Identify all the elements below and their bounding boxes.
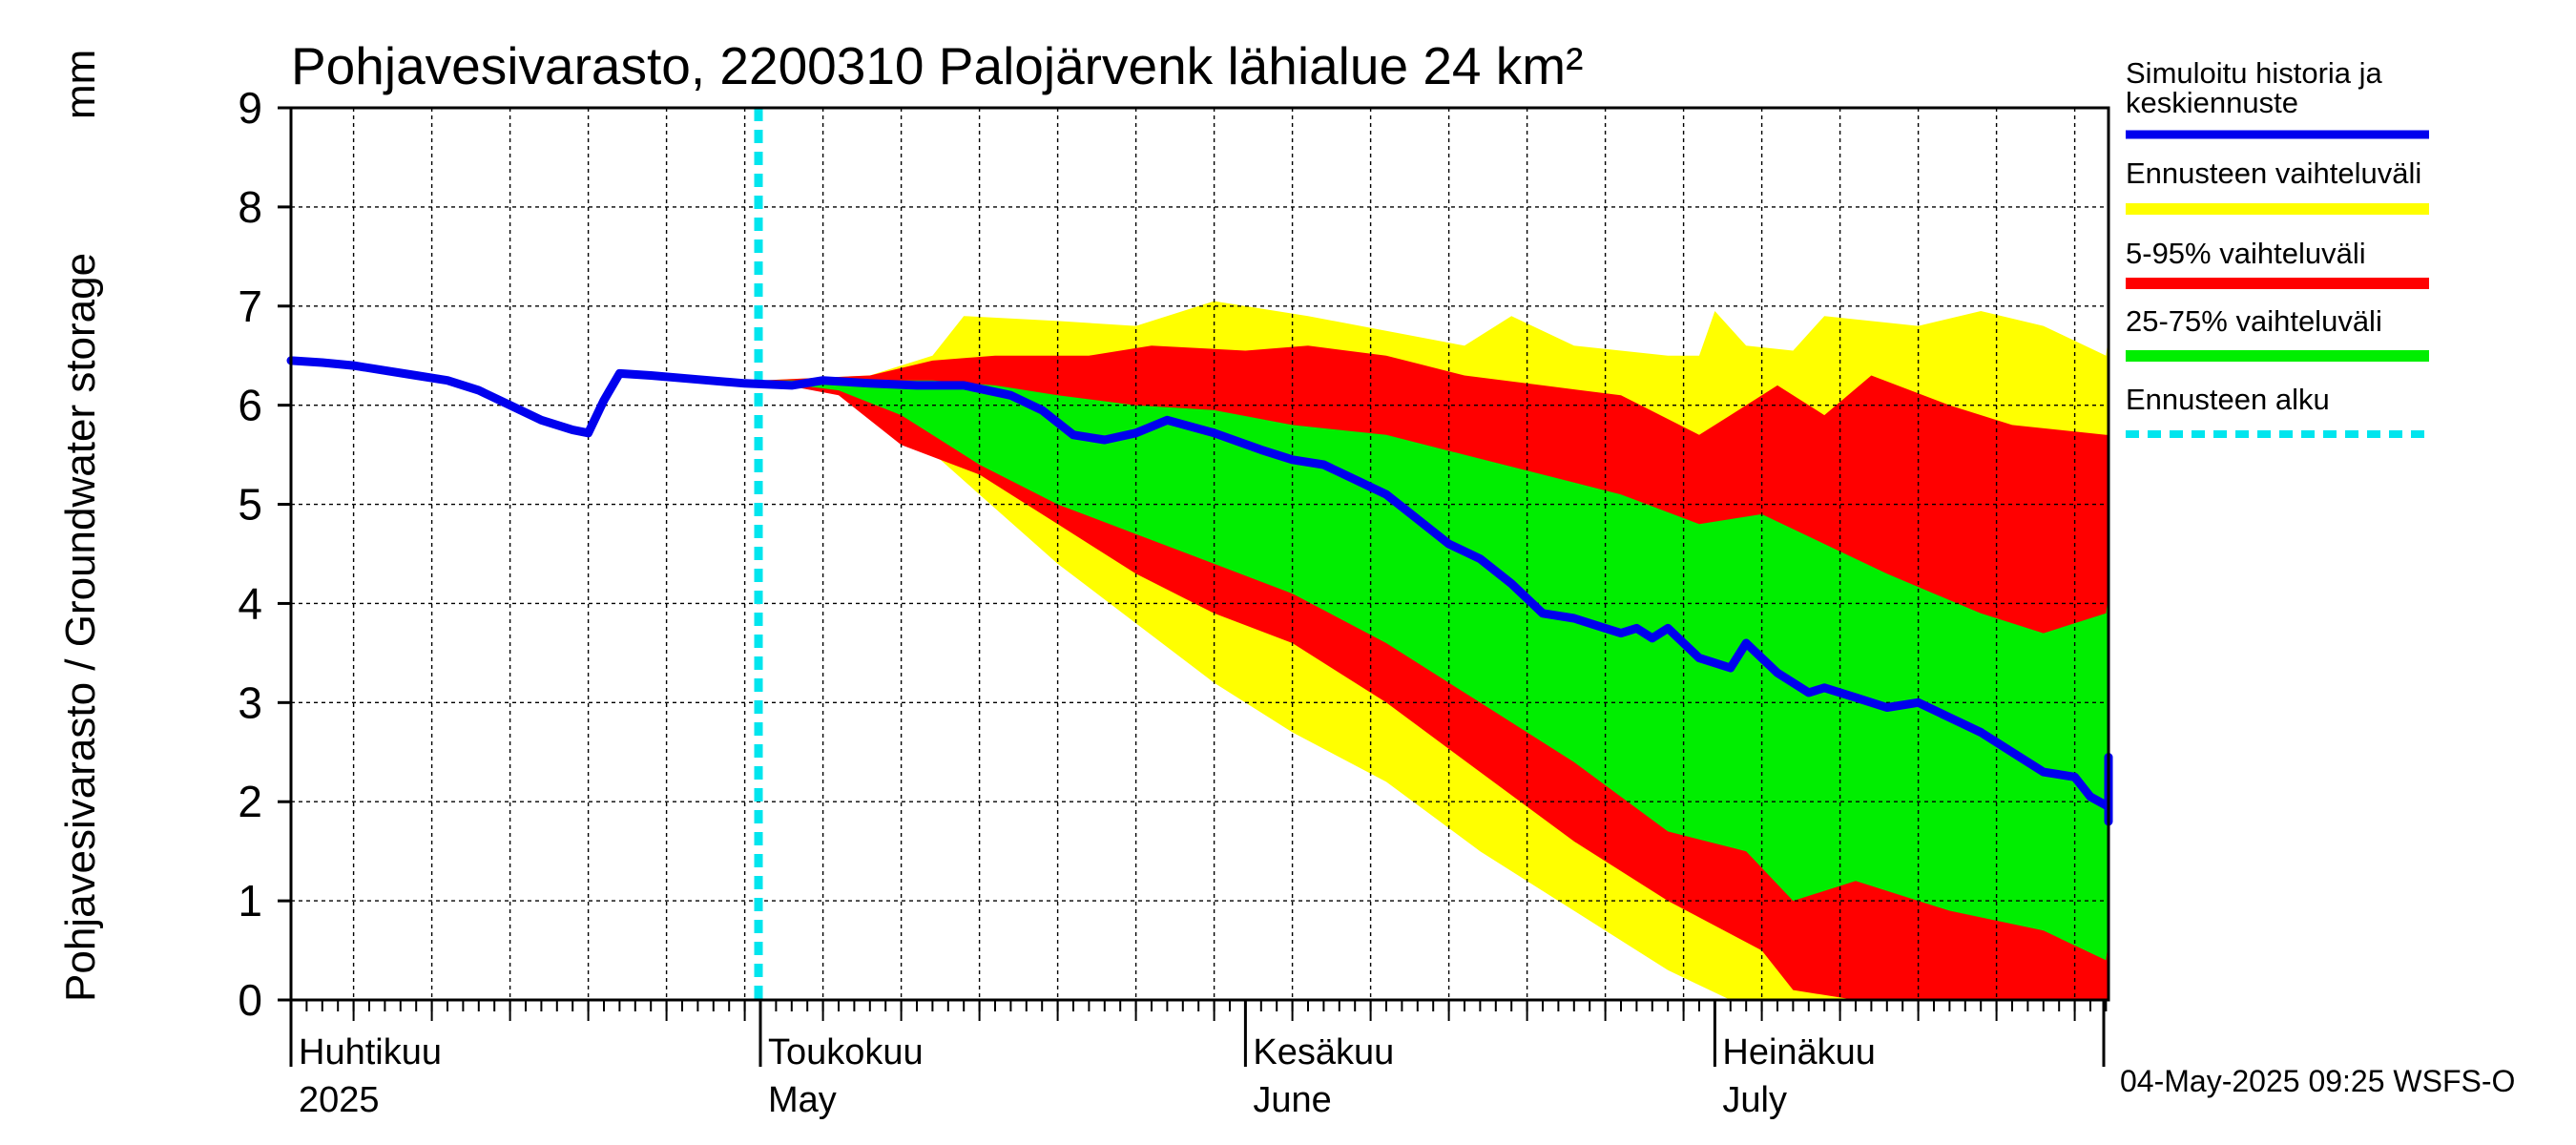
y-tick-label: 4 — [238, 578, 262, 628]
x-axis: Huhtikuu 2025 Toukokuu May Kesäkuu June Heinäk… — [289, 1000, 2108, 1120]
legend-label: Ennusteen vaihteluväli — [2126, 156, 2421, 190]
y-tick-label: 0 — [238, 975, 262, 1025]
x-month-label: Toukokuu — [768, 1032, 924, 1072]
legend-label: Simuloitu historia ja — [2126, 56, 2383, 90]
y-tick-label: 2 — [238, 777, 262, 826]
chart-title: Pohjavesivarasto, 2200310 Palojärvenk lä… — [291, 36, 1583, 95]
axes-frame — [289, 106, 2110, 1002]
x-month-sublabel: May — [768, 1080, 837, 1120]
y-tick-label: 5 — [238, 480, 262, 530]
legend-label: Ennusteen alku — [2126, 383, 2330, 416]
range-bands — [760, 181, 2109, 1000]
series-lines — [286, 108, 2113, 1004]
x-month-sublabel: 2025 — [299, 1080, 380, 1120]
y-axis-unit: mm — [57, 50, 104, 119]
y-tick-label: 9 — [238, 83, 262, 133]
x-month-sublabel: June — [1253, 1080, 1331, 1120]
plot-area — [286, 106, 2113, 1004]
timestamp-footer: 04-May-2025 09:25 WSFS-O — [2120, 1064, 2515, 1098]
y-tick-label: 1 — [238, 876, 262, 926]
plot-frame — [289, 106, 2110, 1002]
series-line-simulated — [286, 356, 2113, 826]
x-month-sublabel: July — [1722, 1080, 1787, 1120]
y-tick-label: 8 — [238, 182, 262, 232]
legend-label: 25-75% vaihteluväli — [2126, 304, 2382, 338]
y-tick-label: 3 — [238, 677, 262, 727]
x-month-label: Huhtikuu — [299, 1032, 442, 1072]
x-month-label: Heinäkuu — [1722, 1032, 1876, 1072]
y-tick-label: 6 — [238, 381, 262, 430]
band-25-75 — [760, 380, 2109, 961]
y-tick-label: 7 — [238, 281, 262, 331]
legend-label: keskiennuste — [2126, 86, 2298, 119]
y-axis: 0 1 2 3 4 5 6 7 8 9 — [238, 83, 291, 1025]
x-month-label: Kesäkuu — [1253, 1032, 1394, 1072]
legend-label: 5-95% vaihteluväli — [2126, 237, 2366, 270]
grid — [291, 108, 2109, 1000]
y-axis-label: Pohjavesivarasto / Groundwater storage — [57, 253, 104, 1002]
